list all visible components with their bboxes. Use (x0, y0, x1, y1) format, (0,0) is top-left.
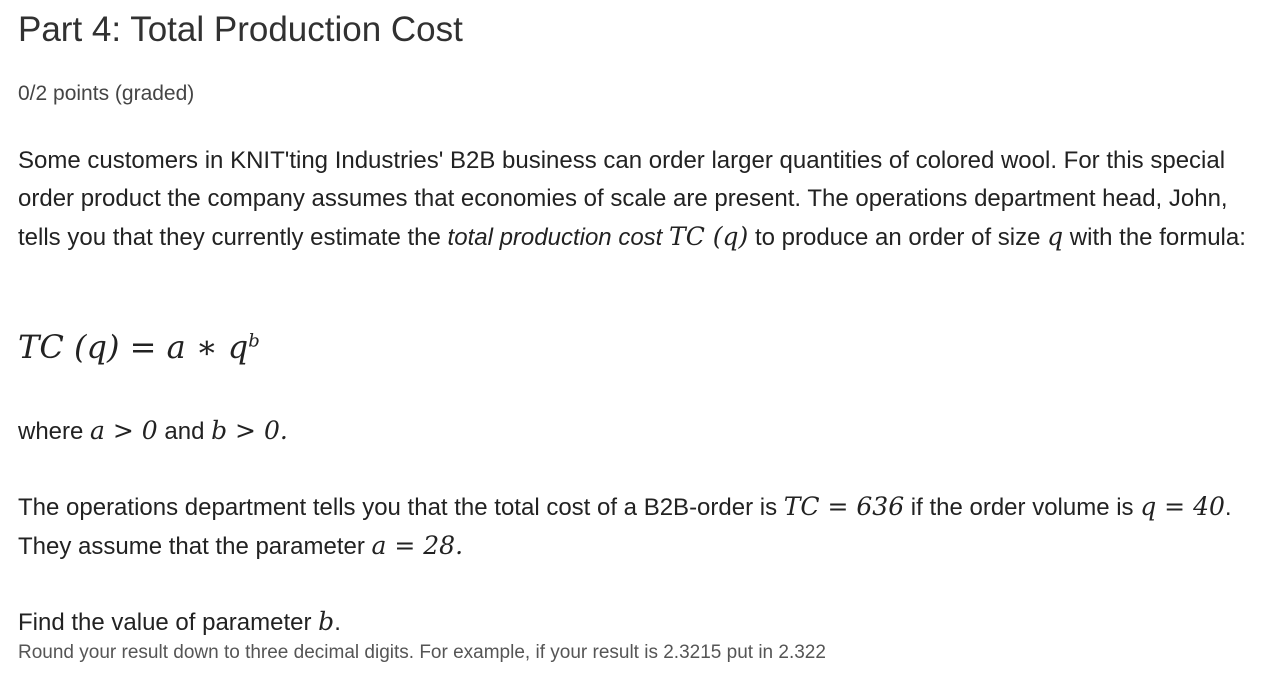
given-values: The operations department tells you that… (18, 488, 1268, 566)
math: q = 40 (1140, 492, 1225, 521)
text: if the order volume is (904, 494, 1141, 521)
math: b > 0. (211, 416, 288, 445)
math: q (1047, 222, 1064, 251)
text: and (157, 418, 212, 445)
question: Find the value of parameter b. (18, 603, 341, 642)
math: a > 0 (90, 416, 158, 445)
problem-title: Part 4: Total Production Cost (18, 10, 463, 49)
text: to produce an order of size (748, 224, 1048, 251)
rounding-hint: Round your result down to three decimal … (18, 642, 826, 663)
math: TC = 636 (783, 492, 905, 521)
text: Find the value of parameter (18, 609, 319, 636)
constraints: where a > 0 and b > 0. (18, 412, 288, 451)
math: b (318, 607, 335, 636)
cost-formula: TC (q) = a ∗ qb (18, 328, 260, 366)
points-status: 0/2 points (graded) (18, 82, 195, 105)
text: Some customers in KNIT'ting Industries' … (18, 147, 1228, 251)
emphasis: total production cost (447, 224, 663, 251)
text: with the formula: (1063, 224, 1246, 251)
text: The operations department tells you that… (18, 494, 784, 521)
math: TC (q) (669, 222, 749, 251)
math: a = 28. (371, 531, 464, 560)
formula-lhs: TC (q) = a ∗ q (18, 328, 249, 366)
text: . (334, 609, 341, 636)
formula-exponent: b (248, 330, 260, 352)
text: . They assume that the parameter (18, 494, 1232, 560)
text: where (18, 418, 91, 445)
problem-intro: Some customers in KNIT'ting Industries' … (18, 142, 1268, 257)
